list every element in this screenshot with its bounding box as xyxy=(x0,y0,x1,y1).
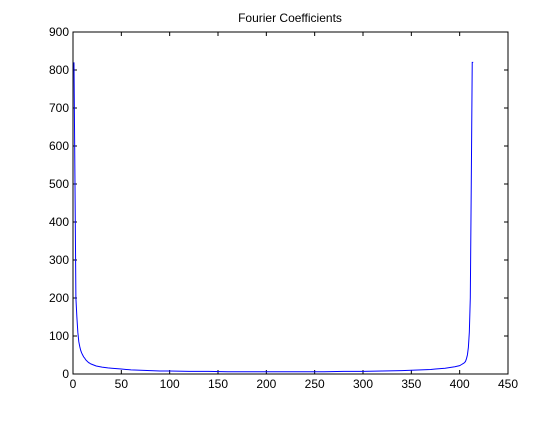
y-tick-label: 600 xyxy=(49,139,69,153)
y-tick-label: 500 xyxy=(49,177,69,191)
plot-frame xyxy=(72,31,509,375)
x-tick-label: 450 xyxy=(498,377,518,391)
chart-title: Fourier Coefficients xyxy=(238,11,342,25)
x-tick-label: 350 xyxy=(401,377,421,391)
y-tick-label: 0 xyxy=(62,367,69,381)
y-tick-label: 800 xyxy=(49,63,69,77)
x-tick-label: 100 xyxy=(160,377,180,391)
y-tick-label: 100 xyxy=(49,329,69,343)
y-tick-label: 900 xyxy=(49,25,69,39)
y-tick-label: 200 xyxy=(49,291,69,305)
series-line xyxy=(73,61,474,373)
x-tick-label: 250 xyxy=(305,377,325,391)
x-tick-label: 300 xyxy=(353,377,373,391)
x-tick-label: 400 xyxy=(450,377,470,391)
y-tick-label: 400 xyxy=(49,215,69,229)
y-axis: 0 100 200 300 400 500 600 700 800 900 xyxy=(49,25,508,381)
y-tick-label: 700 xyxy=(49,101,69,115)
x-tick-label: 150 xyxy=(208,377,228,391)
y-tick-label: 300 xyxy=(49,253,69,267)
x-tick-label: 50 xyxy=(115,377,129,391)
x-tick-label: 0 xyxy=(70,377,77,391)
x-tick-label: 200 xyxy=(256,377,276,391)
x-axis: 0 50 100 150 200 250 300 350 400 450 xyxy=(70,32,518,391)
